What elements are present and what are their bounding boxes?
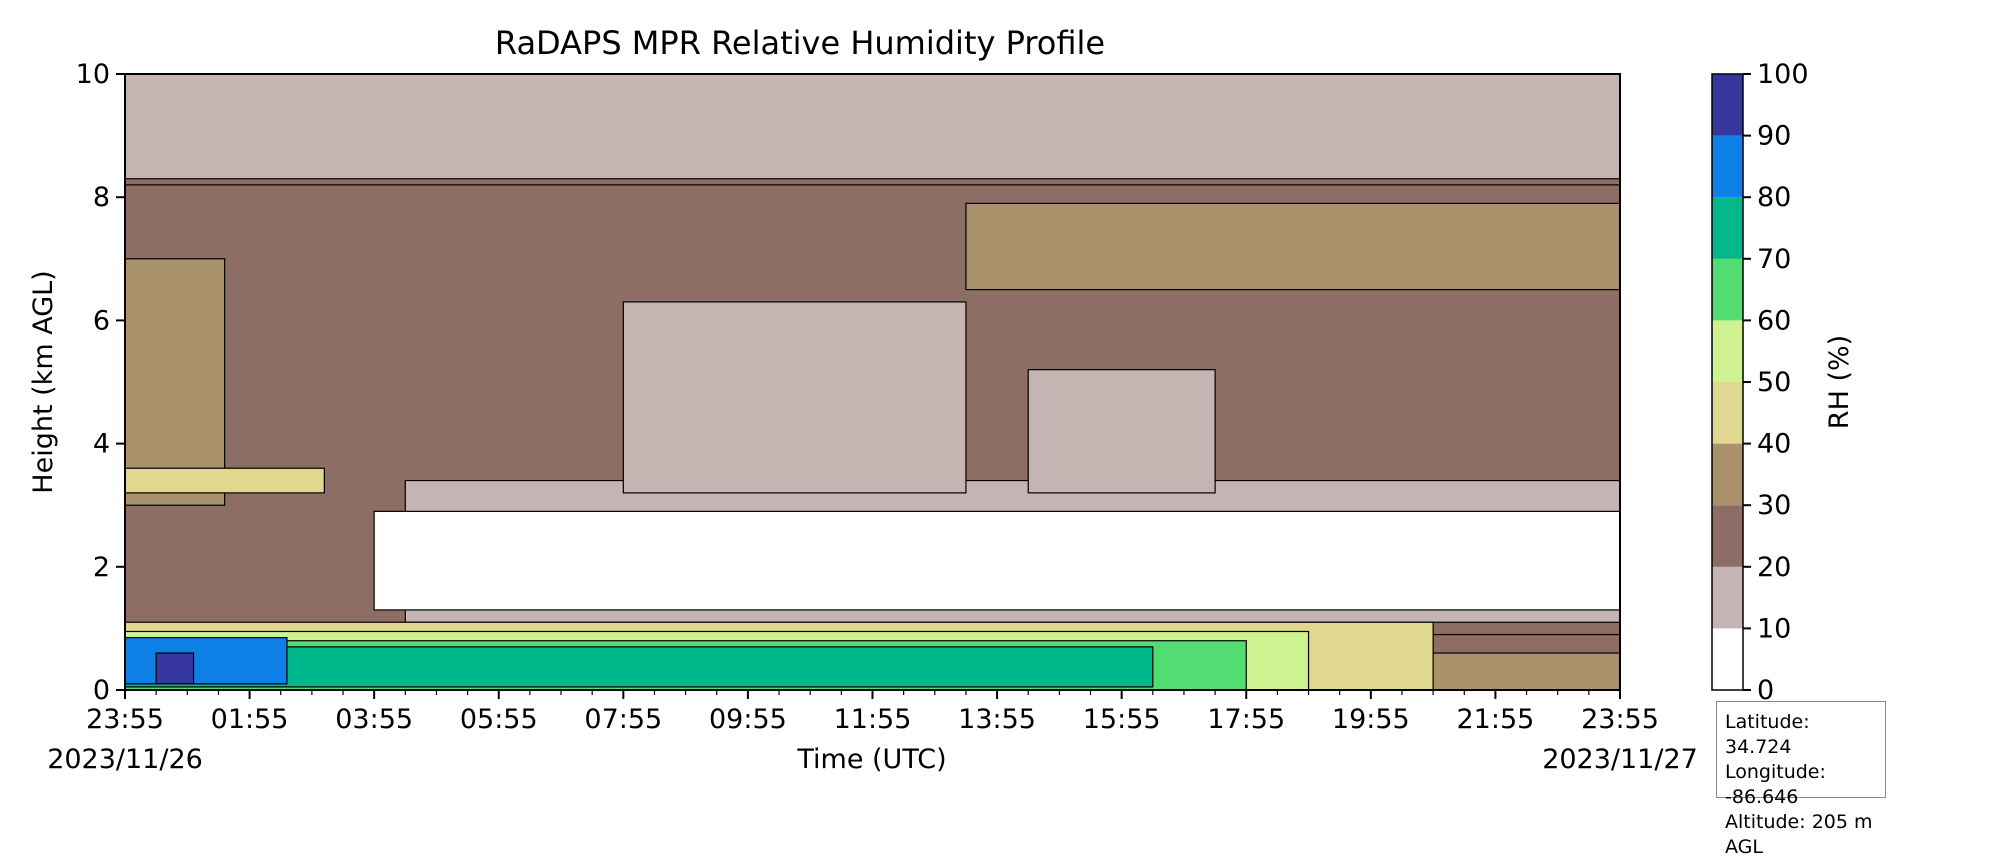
- y-axis-label: Height (km AGL): [28, 270, 59, 493]
- colorbar-tick-label: 30: [1757, 490, 1791, 521]
- colorbar-bin-60-70: [1712, 258, 1743, 321]
- rh-layers: [124, 73, 1621, 691]
- x-axis-label: Time (UTC): [796, 744, 946, 775]
- y-tick-label: 4: [93, 429, 110, 460]
- colorbar-tick-label: 10: [1757, 613, 1791, 644]
- x-tick-label: 19:55: [1332, 704, 1410, 735]
- altitude-text: Altitude: 205 m AGL: [1725, 811, 1873, 858]
- colorbar-bin-10-20: [1712, 566, 1743, 629]
- x-end-date: 2023/11/27: [1542, 744, 1698, 775]
- colorbar-bin-40-50: [1712, 382, 1743, 444]
- x-tick-label: 15:55: [1083, 704, 1161, 735]
- colorbar-tick-label: 0: [1757, 675, 1774, 706]
- x-tick-label: 11:55: [834, 704, 912, 735]
- x-tick-label: 05:55: [460, 704, 538, 735]
- rh-layer-0-10: [373, 510, 1621, 611]
- colorbar-bin-80-90: [1712, 135, 1743, 198]
- x-tick-label: 13:55: [958, 704, 1036, 735]
- colorbar-bin-20-30: [1712, 505, 1743, 567]
- x-tick-label: 17:55: [1207, 704, 1285, 735]
- latitude-text: Latitude: 34.724: [1725, 711, 1810, 758]
- rh-layer-10-20: [622, 301, 967, 494]
- x-tick-label: 01:55: [211, 704, 289, 735]
- y-tick-label: 2: [93, 552, 110, 583]
- colorbar-tick-label: 40: [1757, 429, 1791, 460]
- colorbar: 0 10 20 30 40 50 60 70 80 90 100: [1711, 59, 1809, 706]
- rh-profile-chart: RaDAPS MPR Relative Humidity Profile 23:…: [28, 24, 1855, 775]
- colorbar-bin-30-40: [1712, 443, 1743, 506]
- colorbar-tick-label: 70: [1757, 244, 1791, 275]
- colorbar-tick-label: 90: [1757, 121, 1791, 152]
- colorbar-label: RH (%): [1824, 335, 1855, 429]
- y-axis: 0 2 4 6 8 10: [76, 59, 125, 706]
- x-start-date: 2023/11/26: [47, 744, 203, 775]
- chart-title: RaDAPS MPR Relative Humidity Profile: [495, 24, 1105, 62]
- colorbar-bin-50-60: [1712, 320, 1743, 382]
- colorbar-bin-0-10: [1712, 628, 1743, 690]
- y-tick-label: 8: [93, 182, 110, 213]
- x-tick-label: 07:55: [584, 704, 662, 735]
- longitude-text: Longitude: -86.646: [1725, 761, 1826, 808]
- y-tick-label: 0: [93, 675, 110, 706]
- rh-layer-10-20: [124, 73, 1621, 180]
- colorbar-bin-90-100: [1712, 74, 1743, 136]
- rh-layer-90-100: [155, 652, 195, 685]
- colorbar-tick-label: 60: [1757, 305, 1791, 336]
- y-tick-label: 10: [76, 59, 110, 90]
- x-tick-label: 23:55: [86, 704, 164, 735]
- colorbar-tick-label: 100: [1757, 59, 1809, 90]
- x-axis: 23:55 01:55 03:55 05:55 07:55 09:55 11:55 13:55…: [86, 690, 1659, 735]
- colorbar-bin-70-80: [1712, 197, 1743, 259]
- colorbar-tick-label: 80: [1757, 182, 1791, 213]
- x-tick-label: 21:55: [1457, 704, 1535, 735]
- plot-area: [124, 73, 1621, 691]
- rh-layer-30-40: [965, 202, 1621, 291]
- rh-layer-40-50: [124, 467, 325, 494]
- x-tick-label: 09:55: [709, 704, 787, 735]
- y-tick-label: 6: [93, 305, 110, 336]
- colorbar-tick-label: 50: [1757, 367, 1791, 398]
- x-tick-label: 23:55: [1581, 704, 1659, 735]
- rh-layer-10-20: [1027, 369, 1216, 494]
- colorbar-tick-label: 20: [1757, 552, 1791, 583]
- x-tick-label: 03:55: [335, 704, 413, 735]
- rh-layer-80-90: [124, 637, 288, 685]
- rh-layer-30-40: [124, 258, 226, 506]
- station-info-box: Latitude: 34.724 Longitude: -86.646 Alti…: [1716, 701, 1886, 858]
